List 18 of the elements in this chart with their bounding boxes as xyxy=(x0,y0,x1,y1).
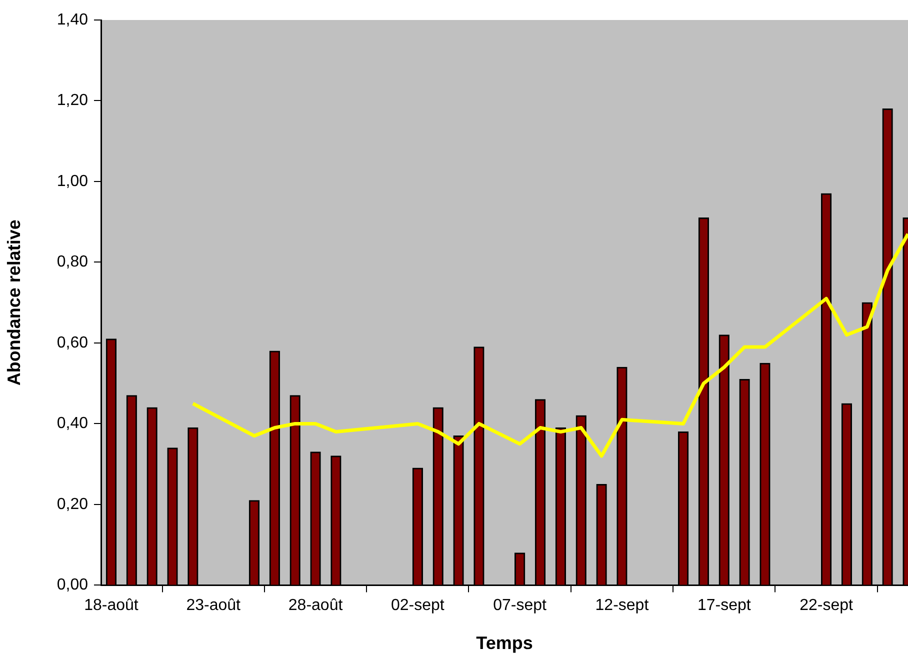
y-tick-label: 0,00 xyxy=(56,576,88,594)
x-tick-label: 28-août xyxy=(288,597,344,614)
y-tick-label: 1,20 xyxy=(56,92,88,110)
y-tick-label: 0,20 xyxy=(56,496,88,513)
y-tick-label: 0,80 xyxy=(56,254,88,271)
y-tick-label: 1,00 xyxy=(56,172,88,190)
x-tick-label: 22-sept xyxy=(800,597,854,614)
x-tick-label: 12-sept xyxy=(595,597,650,614)
y-tick-label: 0,60 xyxy=(56,334,88,352)
x-tick-label: 02-sept xyxy=(390,597,445,614)
x-axis-title: Temps xyxy=(476,633,533,654)
y-tick-label: 0,40 xyxy=(56,415,88,432)
x-tick-label: 07-sept xyxy=(493,597,548,614)
y-tick-label: 1,40 xyxy=(56,11,88,28)
x-tick-label: 18-août xyxy=(84,597,139,614)
x-tick-label: 17-sept xyxy=(697,597,752,614)
x-tick-label: 23-août xyxy=(186,597,242,614)
y-axis-title: Abondance relative xyxy=(4,220,24,386)
